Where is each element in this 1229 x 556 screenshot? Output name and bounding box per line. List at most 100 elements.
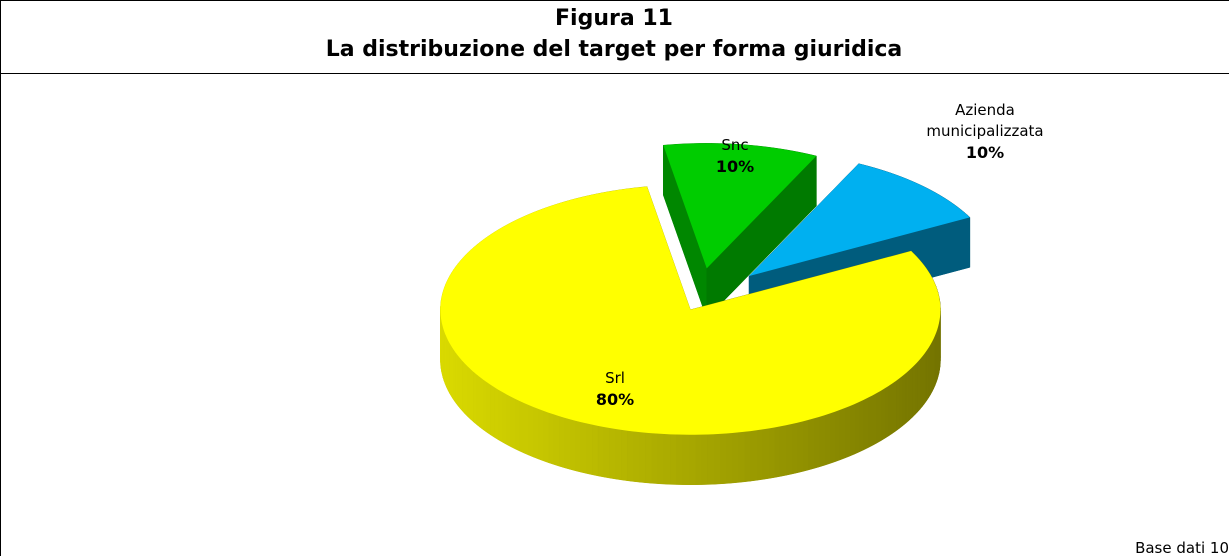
slice-side [774,426,781,478]
slice-side [575,420,582,473]
slice-side [476,373,481,428]
slice-side [694,434,702,485]
slice-side [510,396,516,450]
slice-side [905,369,910,424]
slice-side [506,393,511,448]
slice-side [762,428,769,480]
slice-side [902,372,907,427]
slice-side [564,417,571,470]
slice-side [732,432,739,484]
slice-side [928,343,931,399]
slice-side [911,364,916,419]
slice-side [808,418,815,471]
slice-side [854,401,860,455]
slice-side [645,432,653,484]
slice-top [440,186,941,435]
slice-side [917,358,921,413]
slice-side [663,433,671,485]
slice-side [519,400,525,454]
slice-side [494,386,499,441]
slice-side [569,418,576,472]
slice-side [657,433,665,485]
slice-side [756,429,763,481]
chart-subtitle: La distribuzione del target per forma gi… [326,37,903,62]
slice-side [819,414,825,468]
slice-side [713,433,721,485]
slice-side [639,431,646,483]
slice-side [467,365,471,420]
slice-label: Snc 10% [655,135,815,177]
slice-side [538,408,544,462]
slice-side [688,434,696,485]
slice-side [768,427,775,479]
slice-side [824,413,831,466]
slice-side [449,342,452,398]
slice-side [744,430,751,483]
slice-label: Srl 80% [535,368,695,410]
slice-side [924,349,927,405]
slice-side [670,434,677,485]
slice-side [486,381,491,436]
slice-side [797,421,804,474]
slice-side [880,387,885,442]
slice-side [919,355,923,410]
slice-side [802,419,809,472]
slice-side [543,410,549,464]
value-label: 80% [595,390,635,409]
slice-side [621,429,628,481]
slice-side [651,432,659,484]
slice-side [908,367,913,421]
slice-side [597,425,604,478]
slice-side [872,392,877,446]
slice-side [483,379,488,433]
slice-side [863,397,869,451]
slice-side [523,402,530,456]
slice-side [591,424,599,477]
slice-label: Azienda municipalizzata 10% [920,100,1050,163]
slice-side [858,399,864,453]
slice-side [454,351,458,406]
slice-side [459,357,463,412]
slice-side [479,376,484,431]
slice-side [791,422,798,475]
slice-side [490,384,495,438]
slice-side [813,416,820,469]
slice-side [609,427,616,480]
slice-side [785,423,792,476]
slice-top [749,163,970,277]
slice-side [533,406,539,460]
category-label: Azienda municipalizzata [926,101,1044,140]
slice-side [553,414,560,467]
footnote: Base dati 10 [1135,539,1229,556]
slice-side [558,415,565,469]
slice-side [497,389,503,443]
slice-side [719,433,727,485]
slice-side [615,428,622,481]
category-label: Srl [605,369,625,387]
slice-side [548,412,555,465]
slice-side [922,352,925,408]
slice-side [884,385,889,439]
slice-side [779,424,787,477]
slice-side [461,360,466,415]
chart-title: Figura 11 [555,6,673,31]
slice-side [892,380,897,434]
slice-side [627,430,634,482]
slice-side [914,361,918,416]
slice-side [829,411,836,464]
category-label: Snc [721,136,749,154]
slice-top [663,143,817,269]
slice-side [514,398,520,452]
slice-side [876,390,881,444]
slice [663,143,817,319]
value-label: 10% [965,143,1005,162]
slice-side [867,395,873,449]
slice-side [738,431,745,483]
slice-side [633,431,640,483]
slice-side [473,371,477,426]
slice-side [899,375,903,429]
slice-side [707,433,715,485]
slice-side [586,423,593,475]
